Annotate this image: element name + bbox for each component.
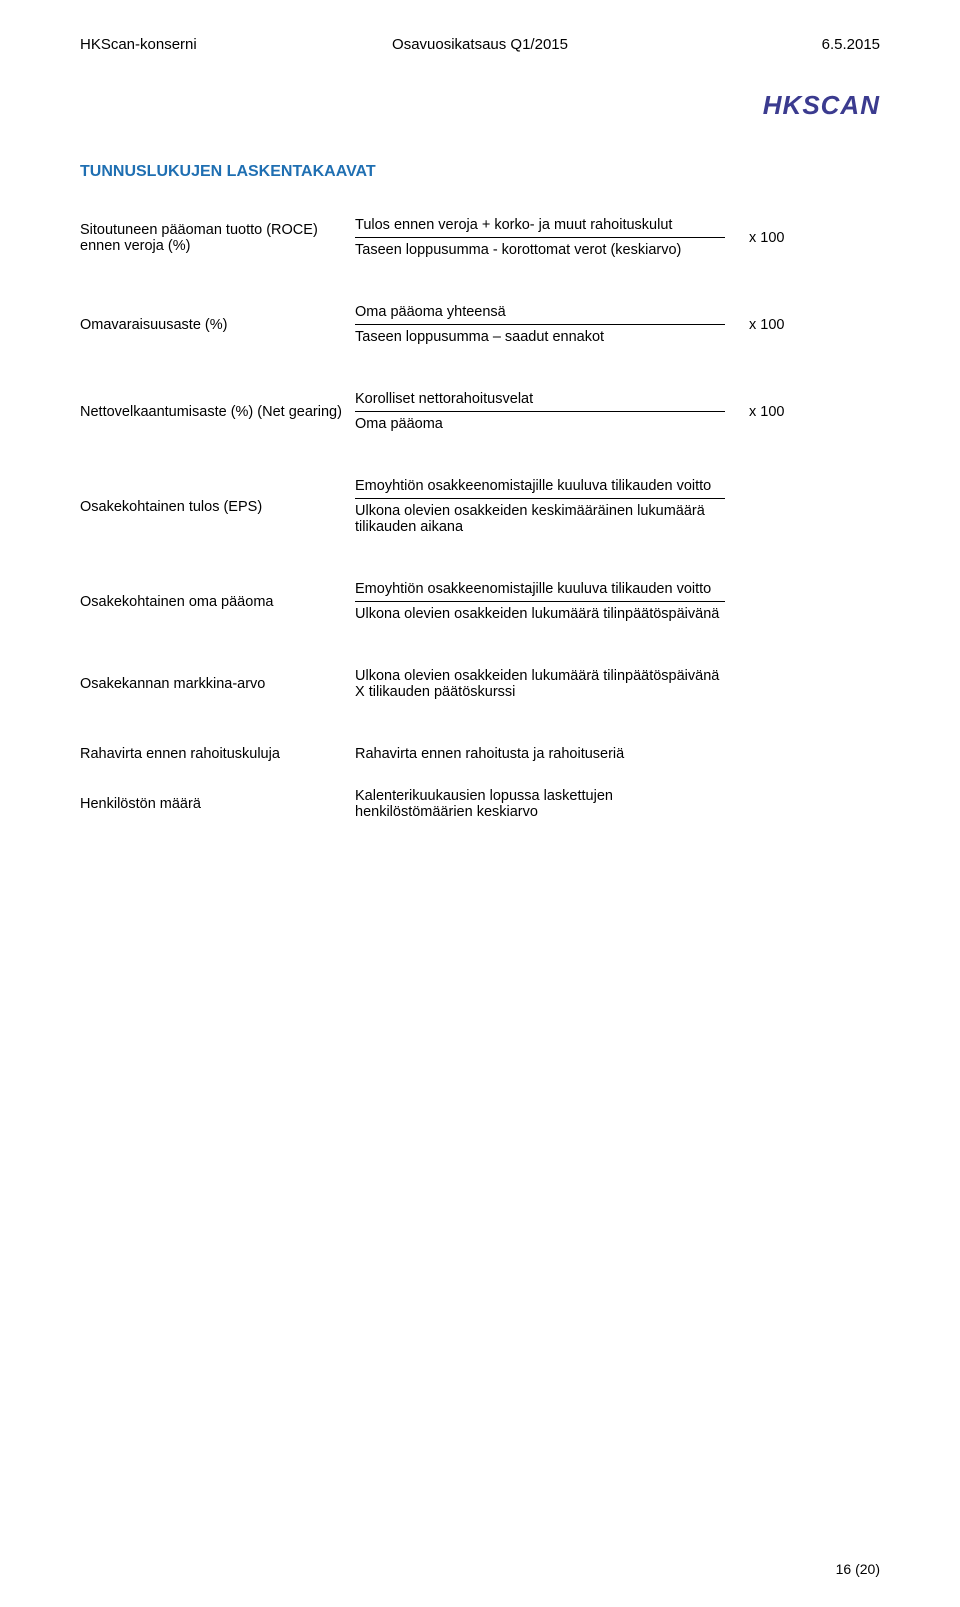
formula-roce-mult: x 100 <box>725 230 784 246</box>
formula-roce-label: Sitoutuneen pääoman tuotto (ROCE) ennen … <box>80 222 355 254</box>
formula-net-gearing-bottom: Oma pääoma <box>355 412 725 432</box>
formula-equity-ratio-mult: x 100 <box>725 317 784 333</box>
formula-net-gearing: Nettovelkaantumisaste (%) (Net gearing) … <box>80 391 880 432</box>
formula-equity-per-share: Osakekohtainen oma pääoma Emoyhtiön osak… <box>80 581 880 622</box>
formula-eps-bottom: Ulkona olevien osakkeiden keskimääräinen… <box>355 499 725 535</box>
header-row: HKScan-konserni Osavuosikatsaus Q1/2015 … <box>80 36 880 53</box>
formula-net-gearing-top: Korolliset nettorahoitusvelat <box>355 391 725 411</box>
formula-equity-ratio-bottom: Taseen loppusumma – saadut ennakot <box>355 325 725 345</box>
formula-cashflow-label: Rahavirta ennen rahoituskuluja <box>80 746 355 762</box>
formula-net-gearing-fraction: Korolliset nettorahoitusvelat Oma pääoma <box>355 391 725 432</box>
formula-roce-bottom: Taseen loppusumma - korottomat verot (ke… <box>355 238 725 258</box>
formula-cashflow-value: Rahavirta ennen rahoitusta ja rahoituser… <box>355 746 725 762</box>
formula-equity-ratio-fraction: Oma pääoma yhteensä Taseen loppusumma – … <box>355 304 725 345</box>
formula-personnel-label: Henkilöstön määrä <box>80 796 355 812</box>
formula-eps-fraction: Emoyhtiön osakkeenomistajille kuuluva ti… <box>355 478 725 535</box>
formula-cashflow: Rahavirta ennen rahoituskuluja Rahavirta… <box>80 746 880 762</box>
page: HKScan-konserni Osavuosikatsaus Q1/2015 … <box>0 0 960 1607</box>
formula-personnel-value: Kalenterikuukausien lopussa laskettujen … <box>355 788 725 820</box>
formula-equity-per-share-top: Emoyhtiön osakkeenomistajille kuuluva ti… <box>355 581 725 601</box>
header-company: HKScan-konserni <box>80 36 347 53</box>
logo-text: HKSCAN <box>763 90 880 120</box>
formula-eps: Osakekohtainen tulos (EPS) Emoyhtiön osa… <box>80 478 880 535</box>
formula-equity-ratio-top: Oma pääoma yhteensä <box>355 304 725 324</box>
formula-equity-per-share-bottom: Ulkona olevien osakkeiden lukumäärä tili… <box>355 602 725 622</box>
formula-personnel: Henkilöstön määrä Kalenterikuukausien lo… <box>80 788 880 820</box>
formula-eps-top: Emoyhtiön osakkeenomistajille kuuluva ti… <box>355 478 725 498</box>
page-footer: 16 (20) <box>836 1561 880 1577</box>
formula-equity-per-share-fraction: Emoyhtiön osakkeenomistajille kuuluva ti… <box>355 581 725 622</box>
formula-market-cap: Osakekannan markkina-arvo Ulkona olevien… <box>80 668 880 700</box>
header-title: Osavuosikatsaus Q1/2015 <box>347 36 614 53</box>
formula-net-gearing-label: Nettovelkaantumisaste (%) (Net gearing) <box>80 404 355 420</box>
formula-market-cap-label: Osakekannan markkina-arvo <box>80 676 355 692</box>
formula-equity-per-share-label: Osakekohtainen oma pääoma <box>80 594 355 610</box>
formula-roce: Sitoutuneen pääoman tuotto (ROCE) ennen … <box>80 217 880 258</box>
header-date: 6.5.2015 <box>613 36 880 53</box>
formula-equity-ratio-label: Omavaraisuusaste (%) <box>80 317 355 333</box>
formula-net-gearing-mult: x 100 <box>725 404 784 420</box>
formula-equity-ratio: Omavaraisuusaste (%) Oma pääoma yhteensä… <box>80 304 880 345</box>
hkscan-logo: HKSCAN <box>763 90 880 121</box>
formula-roce-top: Tulos ennen veroja + korko- ja muut raho… <box>355 217 725 237</box>
section-title: TUNNUSLUKUJEN LASKENTAKAAVAT <box>80 163 880 181</box>
formula-market-cap-value: Ulkona olevien osakkeiden lukumäärä tili… <box>355 668 725 700</box>
formula-roce-fraction: Tulos ennen veroja + korko- ja muut raho… <box>355 217 725 258</box>
formula-eps-label: Osakekohtainen tulos (EPS) <box>80 499 355 515</box>
